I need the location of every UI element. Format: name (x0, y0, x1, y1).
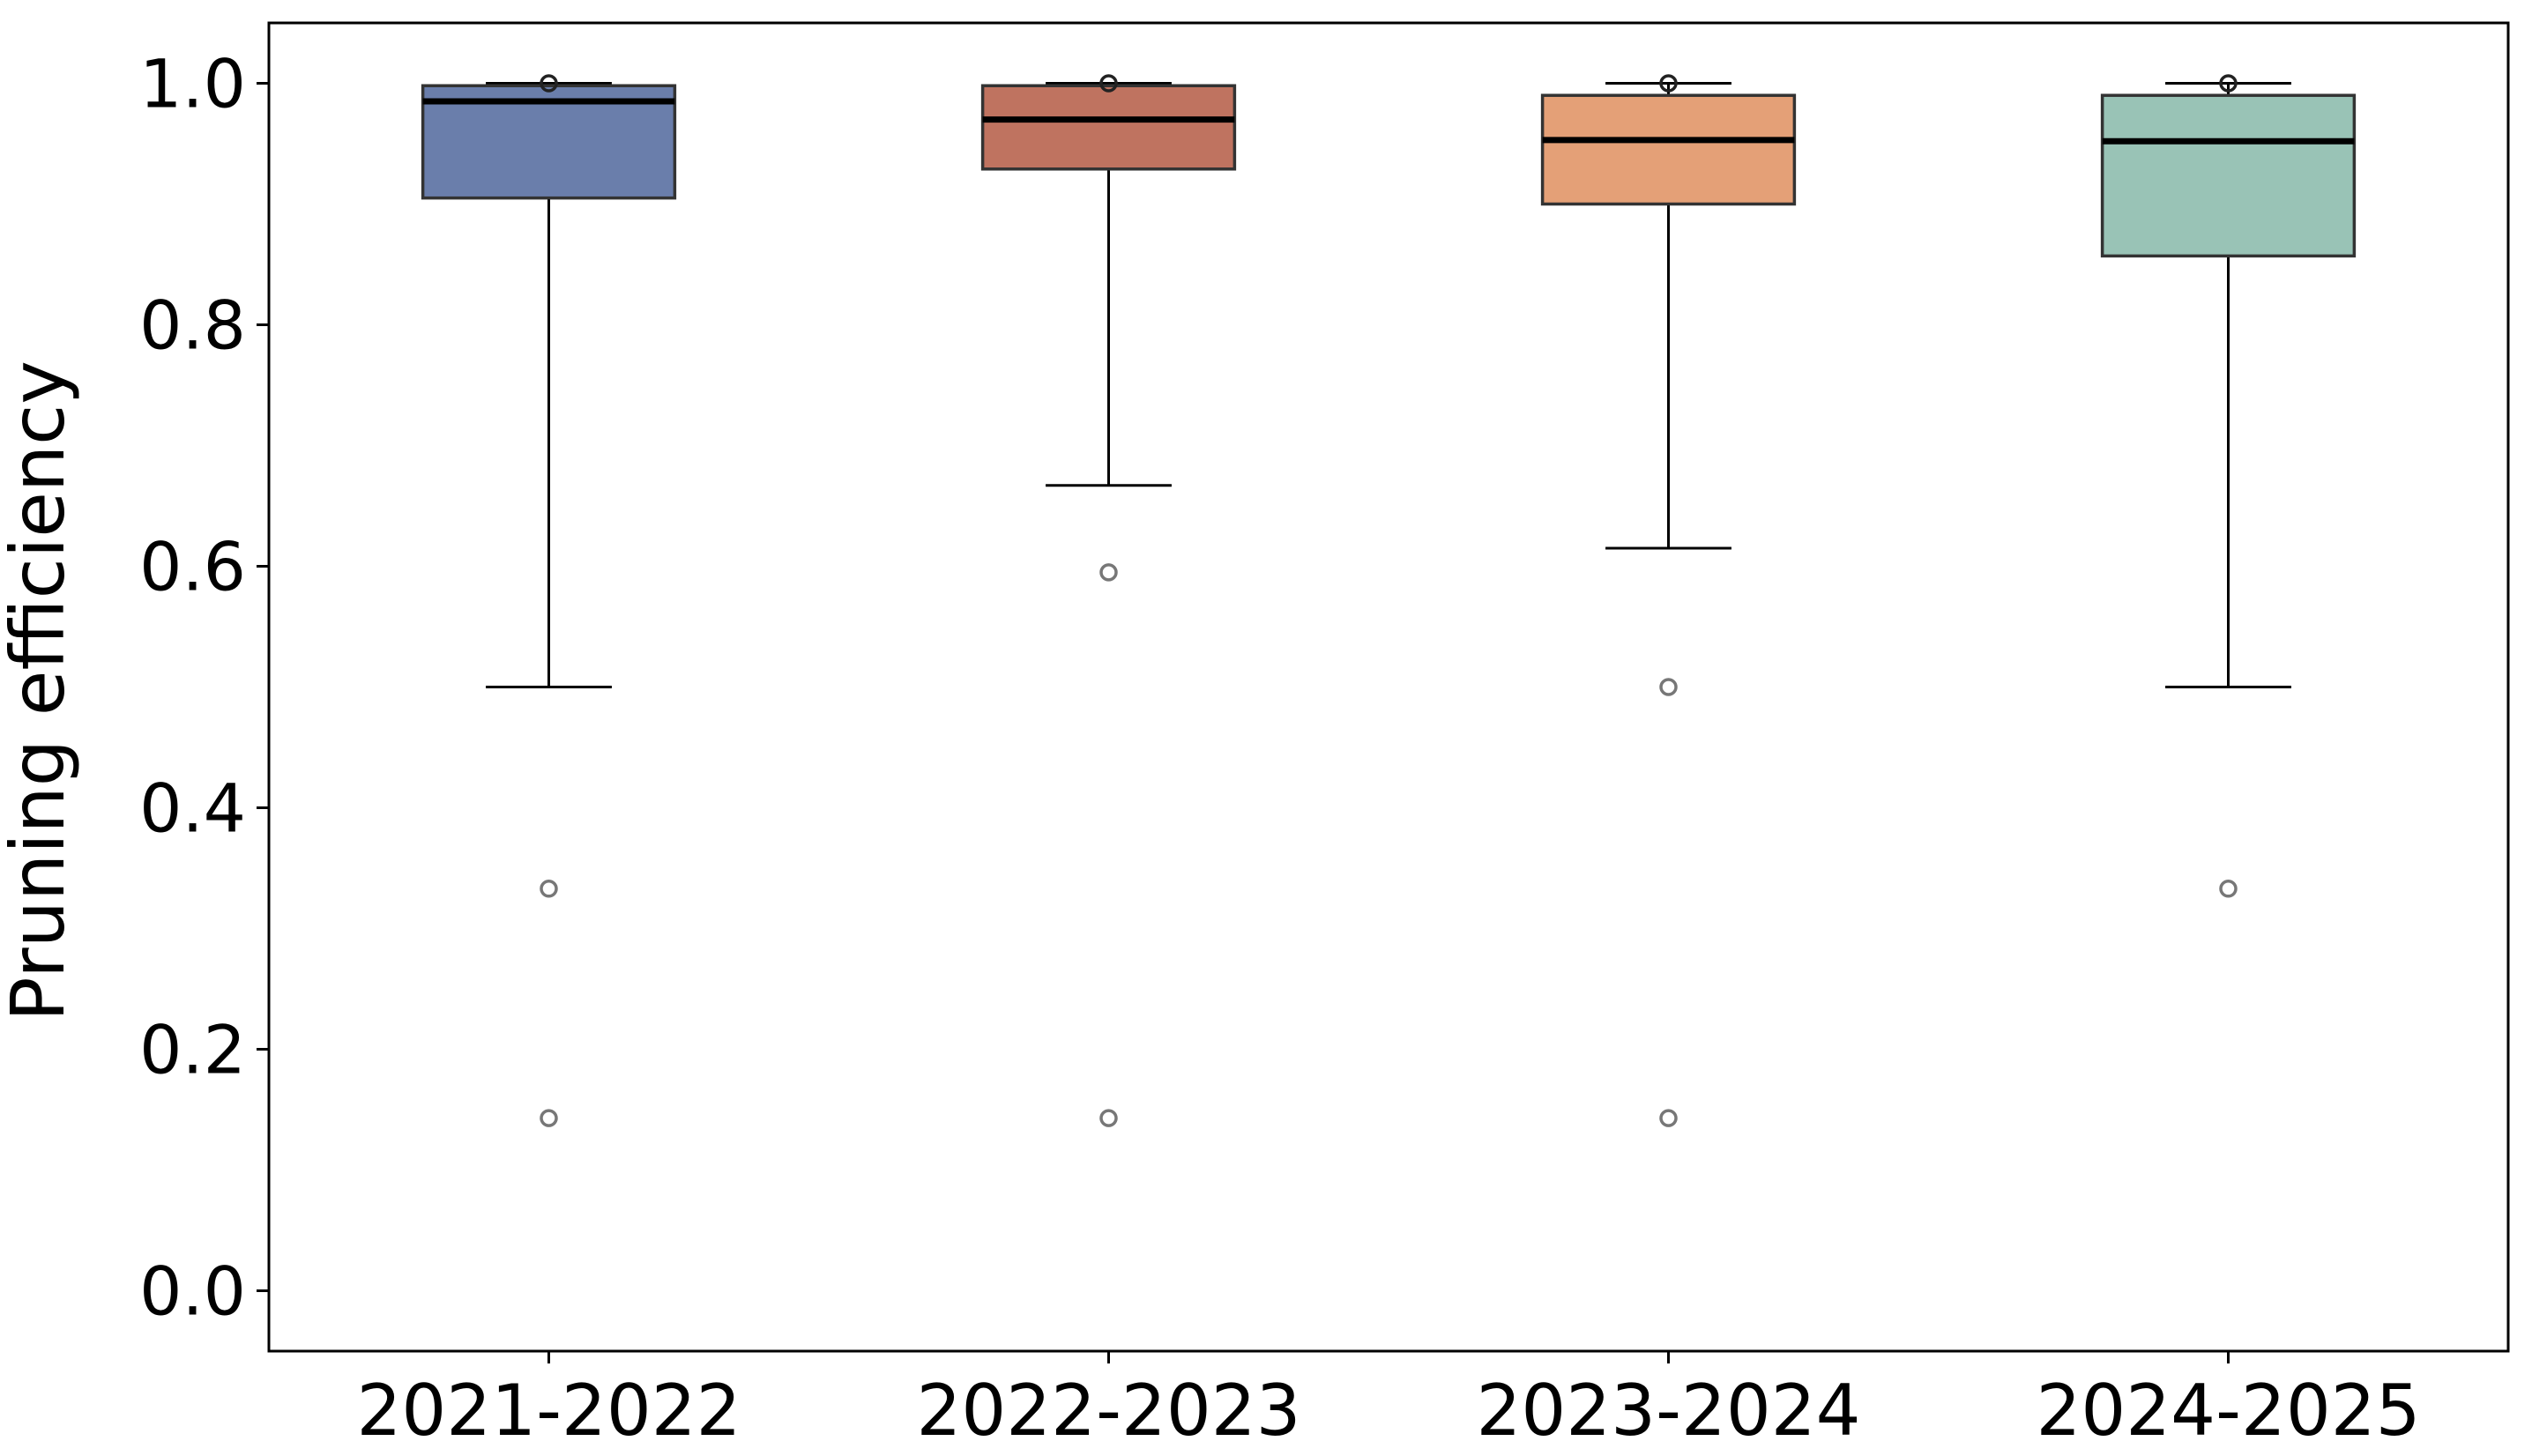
x-tick-label: 2021-2022 (356, 1370, 741, 1452)
box-iqr (980, 84, 1237, 171)
box-iqr (1540, 93, 1797, 206)
outlier-point (540, 74, 558, 93)
boxes-layer (421, 74, 2357, 1127)
plot-frame (267, 21, 2510, 1353)
outlier-point (1659, 1109, 1678, 1127)
y-tick-label: 0.4 (139, 769, 246, 848)
box-group-2023-2024 (1540, 74, 1797, 1127)
x-tick-label: 2022-2023 (916, 1370, 1300, 1452)
outlier-point (1659, 74, 1678, 93)
axes-layer: 0.0 0.2 0.4 0.6 0.8 1.0 2021-2022 2022-2023 2023… (139, 21, 2510, 1452)
y-tick-label: 0.0 (139, 1252, 246, 1331)
outlier-point (2219, 74, 2238, 93)
y-tick-label: 0.2 (139, 1011, 246, 1089)
outlier-point (540, 1109, 558, 1127)
outlier-point (2219, 880, 2238, 898)
outlier-point (1659, 678, 1678, 696)
y-tick-label: 0.8 (139, 286, 246, 365)
x-tick-label: 2024-2025 (2036, 1370, 2420, 1452)
y-tick-label: 0.6 (139, 528, 246, 606)
box-group-2024-2025 (2100, 74, 2357, 898)
outlier-point (1099, 563, 1118, 582)
y-tick-label: 1.0 (139, 45, 246, 123)
box-group-2021-2022 (421, 74, 677, 1127)
box-group-2022-2023 (980, 74, 1237, 1127)
y-axis-label: Pruning efficiency (0, 360, 81, 1021)
box-iqr (2100, 93, 2357, 258)
x-tick-label: 2023-2024 (1476, 1370, 1860, 1452)
outlier-point (1099, 74, 1118, 93)
outlier-point (1099, 1109, 1118, 1127)
outlier-point (540, 880, 558, 898)
